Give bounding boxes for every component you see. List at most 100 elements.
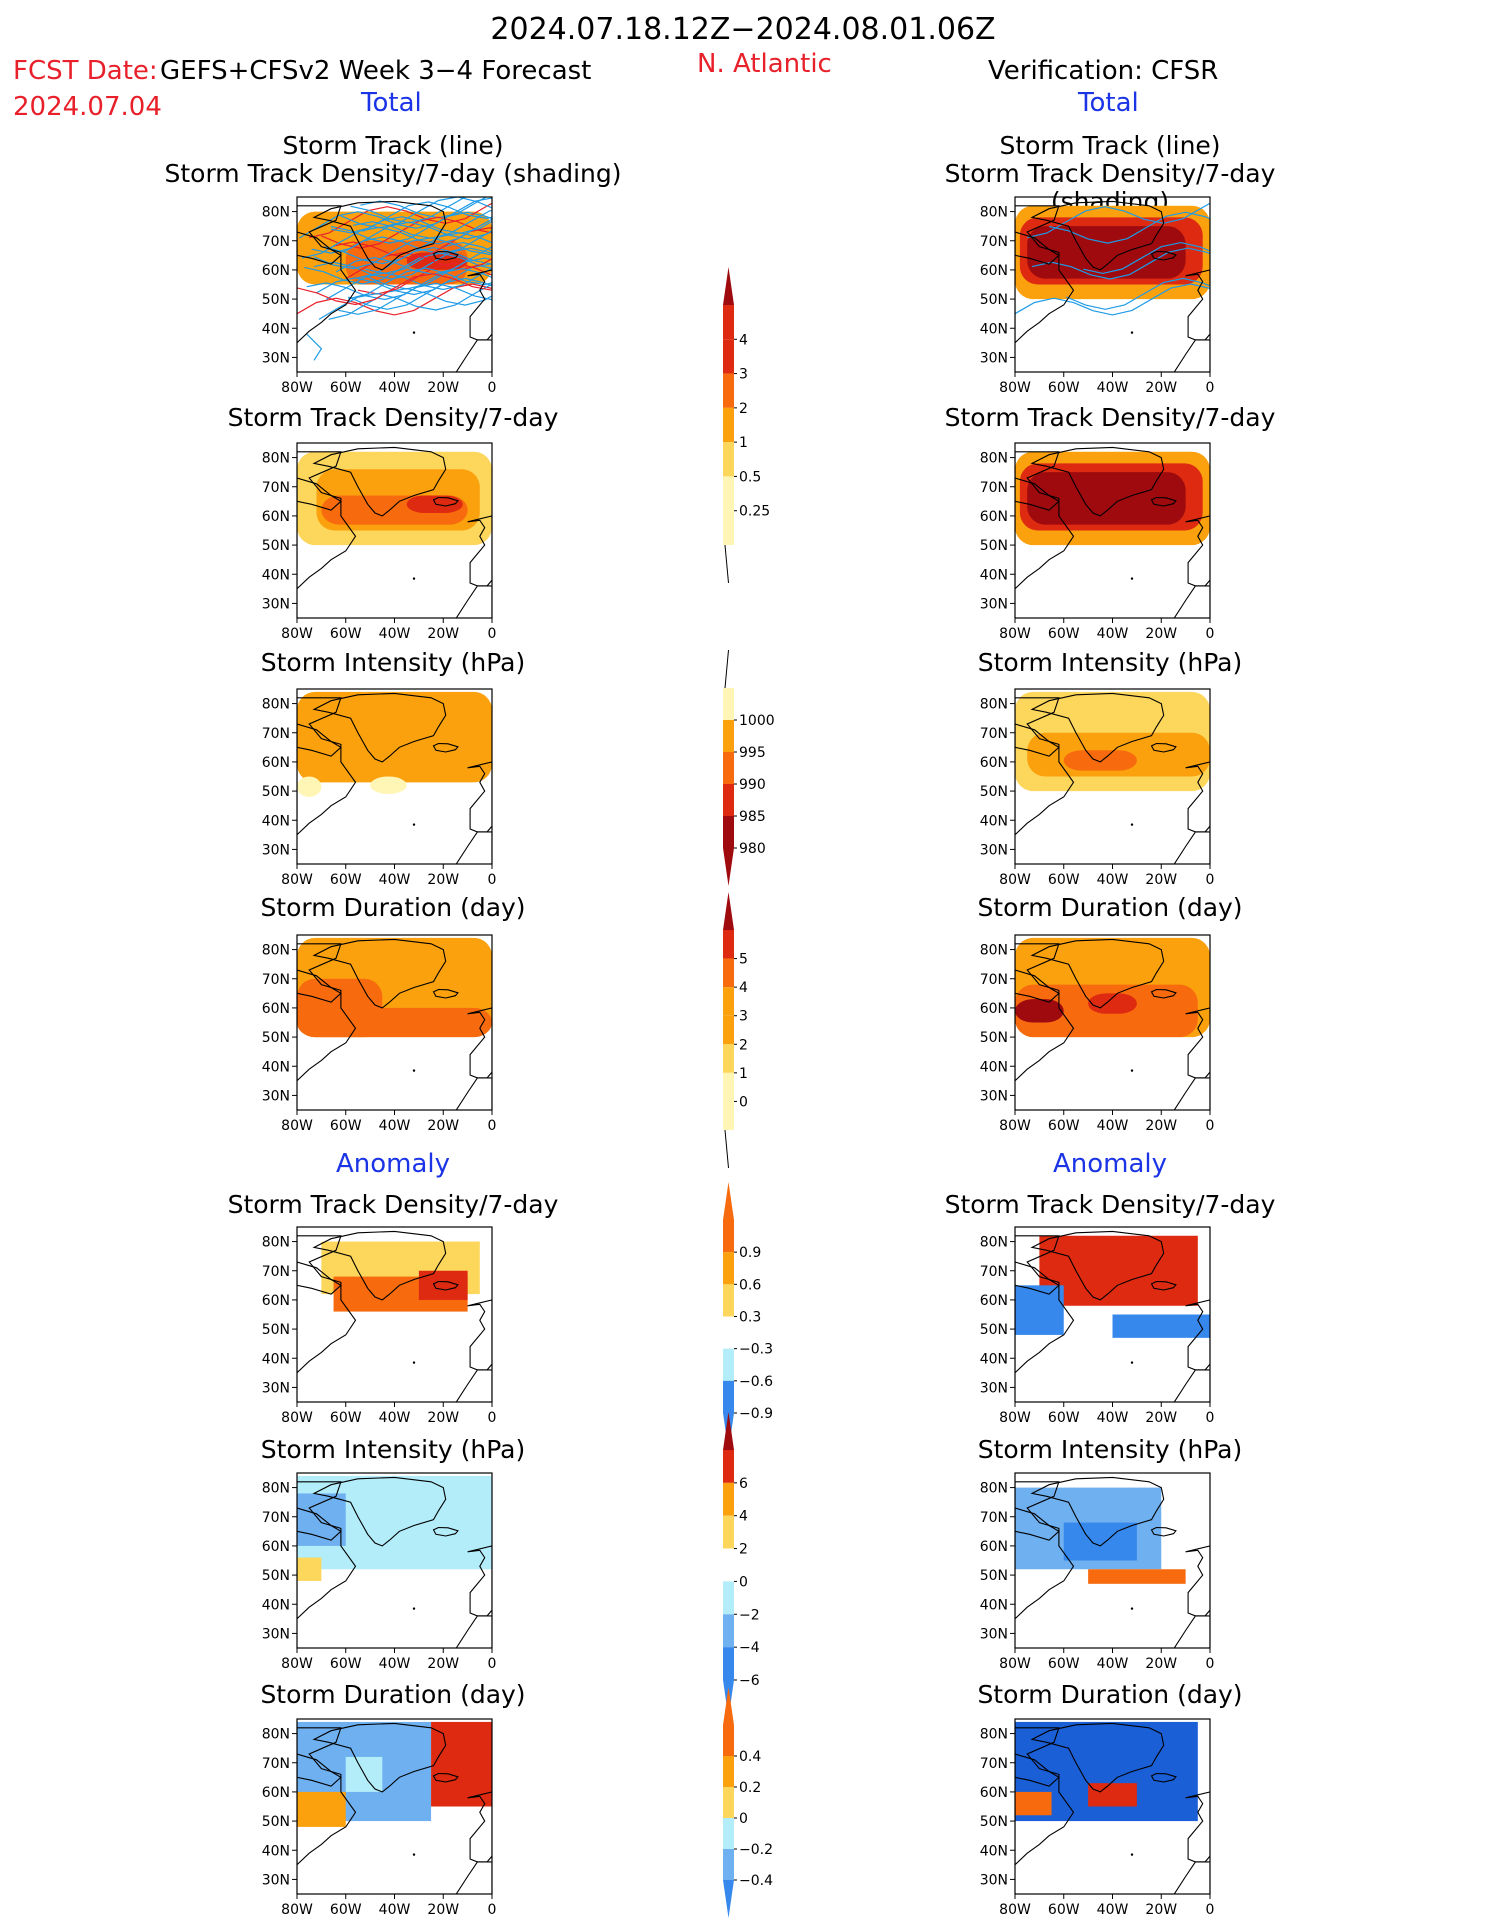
lon-tick-label: 40W [1097,1118,1129,1134]
lat-tick-label: 50N [262,1322,290,1338]
lat-tick-label: 30N [980,1088,1008,1104]
coastline-north-america [297,1481,357,1620]
panel-title-vl1: Storm Track (line) Storm Track Density/7… [944,131,1276,216]
lon-tick-label: 0 [1206,872,1215,888]
colorbar-swatch [723,1380,734,1413]
left-total-label: Total [361,88,422,118]
coastline-greenland [312,1476,447,1547]
coastline-baffin [1015,1753,1060,1787]
lon-tick-label: 40W [379,1410,411,1426]
coastline-iceland [1150,496,1177,507]
shading-cell [1015,1791,1052,1816]
lat-tick-label: 80N [980,1481,1008,1497]
coastline-africa [1173,1369,1210,1402]
shading-cell [1015,1285,1064,1335]
lat-tick-label: 40N [262,813,290,829]
storm-track-line [309,202,492,239]
colorbar-swatch [723,1614,734,1648]
model-label: GEFS+CFSv2 Week 3−4 Forecast [160,56,592,86]
lon-tick-label: 60W [1048,1656,1080,1672]
colorbar-label: 0.25 [739,504,770,520]
map-content [297,1230,492,1402]
shading-cell [1112,1314,1210,1338]
lon-tick-label: 0 [488,1902,497,1918]
map-content [1015,1721,1210,1894]
lon-tick-label: 60W [1048,872,1080,888]
storm-track-line [328,287,492,320]
azores-dot [412,331,416,334]
colorbar-swatch [723,752,734,784]
shading-cell [297,1791,346,1827]
lon-tick-label: 80W [999,1656,1031,1672]
lat-tick-label: 50N [262,1568,290,1584]
lat-tick-label: 70N [262,480,290,496]
lat-tick-label: 50N [980,1030,1008,1046]
coastline-iceland [1150,1526,1177,1537]
panel-title-fa2: Storm Intensity (hPa) [260,1435,526,1464]
coastline-africa [455,339,492,372]
lon-tick-label: 0 [488,626,497,642]
lon-tick-label: 0 [488,1410,497,1426]
panel-title-vl2: Storm Track Density/7-day [944,403,1276,432]
coastline-baffin [297,1507,342,1541]
lat-tick-label: 30N [980,1626,1008,1642]
lat-tick-label: 70N [262,1264,290,1280]
colorbar-intensity-anomaly: 6 4 2 0 −2 −4 −6 [723,1412,760,1718]
colorbar-label: −0.4 [739,1873,773,1889]
colorbar-swatch [723,1252,734,1285]
lat-tick-label: 80N [262,943,290,959]
azores-dot [412,1607,416,1610]
coastline-north-america [1015,205,1075,344]
lat-tick-label: 70N [980,1510,1008,1526]
lat-tick-label: 80N [980,943,1008,959]
colorbar-label: 4 [739,332,748,348]
coastline-baffin [1015,231,1060,265]
map-content [297,1721,492,1894]
coastline-europe [1185,515,1210,587]
shading-cell [1088,993,1137,1014]
right-total-label: Total [1078,88,1139,118]
coastline-baffin [297,231,342,265]
lat-tick-label: 80N [262,1235,290,1251]
storm-track-line [333,227,492,260]
lon-tick-label: 0 [488,380,497,396]
coastline-iceland [1150,988,1177,999]
coastline-baffin [1015,477,1060,511]
lon-tick-label: 80W [281,1656,313,1672]
right-anomaly-label: Anomaly [1052,1149,1168,1179]
colorbar-swatch [723,339,734,374]
coastline-europe [1185,1007,1210,1079]
shading-cell [297,1493,346,1546]
azores-dot [1130,1361,1134,1364]
colorbar-label: 990 [739,777,766,793]
colorbar-swatch [723,1581,734,1615]
colorbar-label: 0.5 [739,469,761,485]
coastline-greenland [1030,1722,1165,1793]
map-content [297,197,492,372]
coastline-africa [1173,585,1210,618]
lat-tick-label: 50N [262,538,290,554]
lon-tick-label: 40W [379,1902,411,1918]
colorbar-label: 3 [739,367,748,383]
coastline-north-america [1015,1235,1075,1374]
coastline-north-america [1015,1481,1075,1620]
lat-tick-label: 70N [262,972,290,988]
lon-tick-label: 20W [1145,1902,1177,1918]
lon-tick-label: 80W [999,872,1031,888]
lon-tick-label: 80W [281,626,313,642]
lat-tick-label: 50N [980,784,1008,800]
map-content [297,691,492,864]
colorbar-swatch [723,1787,734,1818]
shading-cell [1027,472,1186,525]
coastline-greenland [312,1722,447,1793]
colorbar-swatch [723,1482,734,1516]
colorbar-swatch [723,784,734,816]
lat-tick-label: 40N [262,1059,290,1075]
coastline-north-america [297,697,357,836]
colorbar-label: −2 [739,1607,760,1623]
lon-tick-label: 60W [330,1118,362,1134]
lon-tick-label: 80W [281,380,313,396]
lon-tick-label: 0 [488,872,497,888]
colorbar-swatch [723,987,734,1016]
lon-tick-label: 20W [427,1902,459,1918]
